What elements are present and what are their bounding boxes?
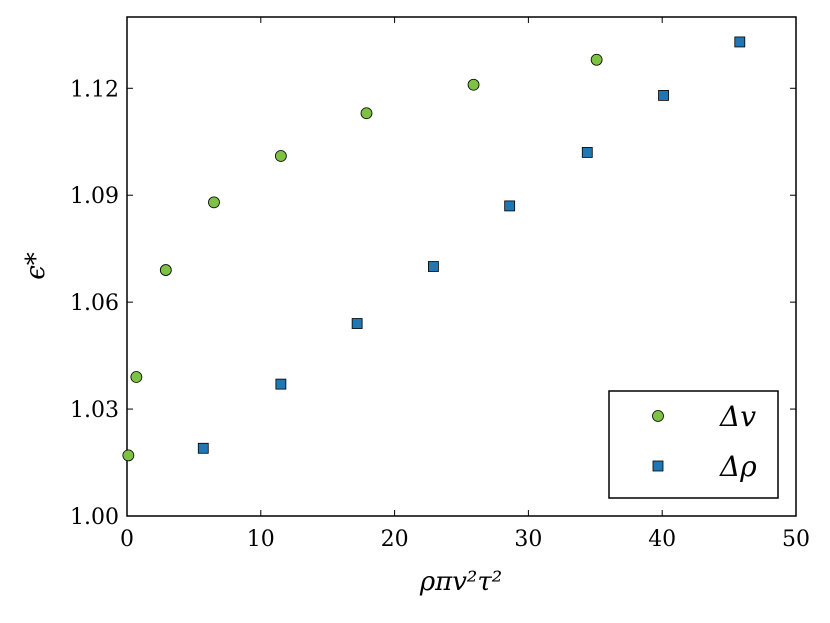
x-tick-label: 10 <box>247 527 275 552</box>
point-dv <box>122 449 135 462</box>
point-drho <box>275 378 287 390</box>
point-dv <box>590 53 603 66</box>
x-axis-label: ρπv²τ² <box>419 567 502 597</box>
y-axis-label: ϵ* <box>21 252 51 280</box>
legend-label-drho: Δρ <box>719 450 757 483</box>
point-drho <box>351 318 363 329</box>
point-drho <box>197 442 209 454</box>
axis-ticks: 0 10 20 30 40 50 1.00 1.03 1.06 1.09 1.12 <box>70 17 810 552</box>
y-tick-label: 1.06 <box>70 291 119 316</box>
data-points <box>122 36 746 462</box>
point-drho <box>428 261 439 272</box>
point-dv <box>467 78 480 91</box>
legend-marker-dv <box>652 410 664 422</box>
y-tick-label: 1.00 <box>70 505 119 530</box>
legend: Δv Δρ <box>608 390 779 499</box>
point-dv <box>208 196 220 209</box>
y-tick-label: 1.09 <box>70 184 119 209</box>
x-tick-label: 30 <box>514 527 542 552</box>
x-tick-label: 40 <box>648 527 676 552</box>
y-tick-label: 1.03 <box>70 398 119 423</box>
x-tick-label: 0 <box>120 527 134 552</box>
legend-label-dv: Δv <box>719 400 756 433</box>
x-tick-label: 50 <box>782 527 810 552</box>
point-dv <box>360 107 373 120</box>
x-tick-label: 20 <box>381 527 409 552</box>
y-tick-label: 1.12 <box>70 77 119 102</box>
legend-marker-drho <box>652 460 664 472</box>
point-drho <box>504 200 516 212</box>
legend-box <box>608 390 779 499</box>
point-drho <box>581 147 593 158</box>
point-dv <box>274 150 287 162</box>
point-dv <box>159 264 172 276</box>
point-drho <box>734 36 746 48</box>
point-drho <box>658 90 669 101</box>
point-dv <box>130 371 143 383</box>
